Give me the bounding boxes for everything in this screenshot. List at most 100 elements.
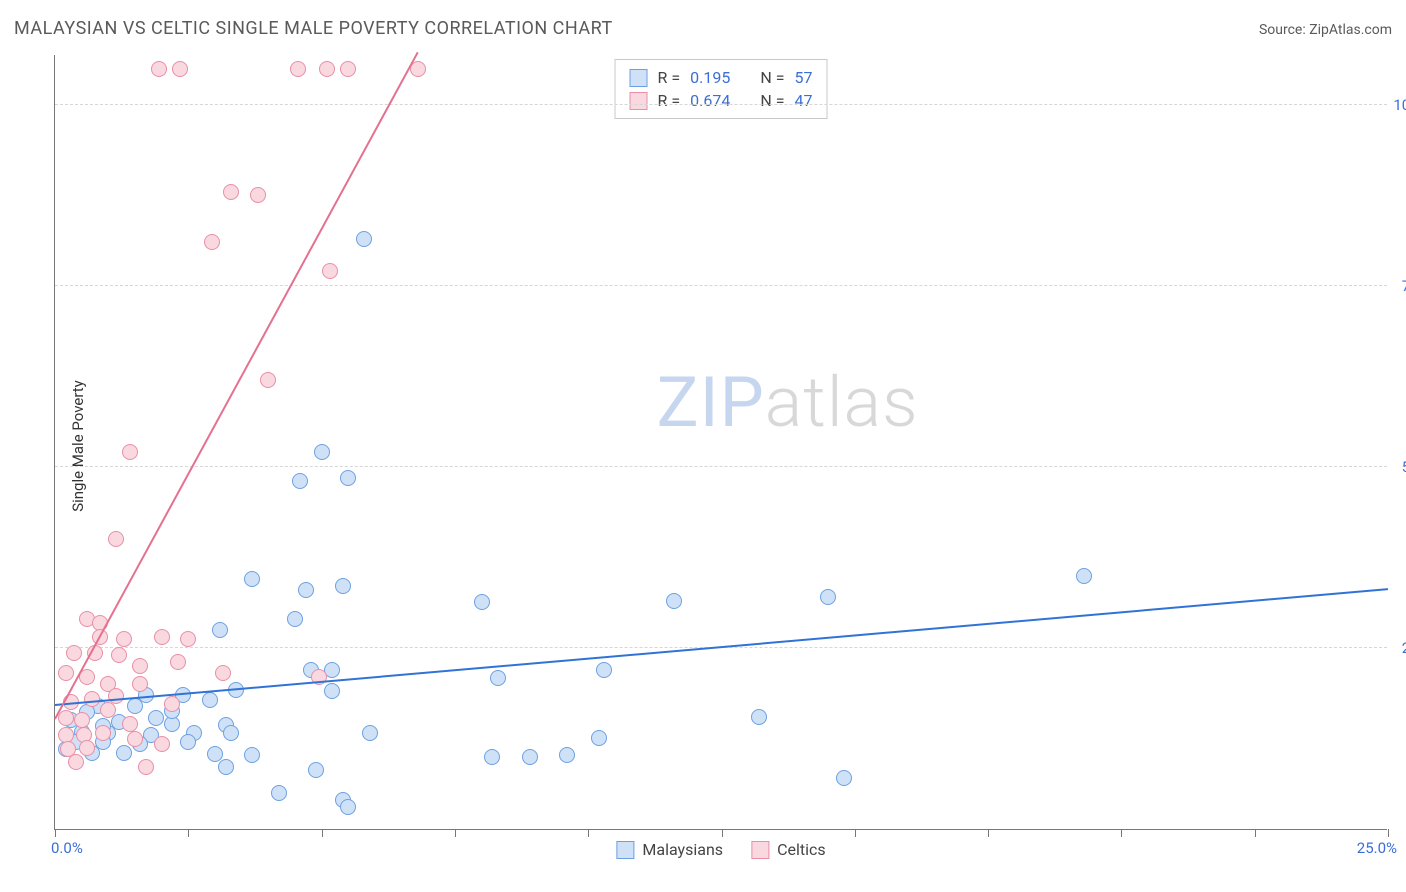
data-point <box>58 665 74 681</box>
stats-row: R = 0.674 N = 47 <box>630 89 813 112</box>
legend-label: Celtics <box>777 840 826 859</box>
x-tick <box>55 829 56 837</box>
data-point <box>290 61 306 77</box>
stats-row: R = 0.195 N = 57 <box>630 66 813 89</box>
data-point <box>164 696 180 712</box>
data-point <box>180 734 196 750</box>
stat-n-label: N = <box>760 68 784 87</box>
data-point <box>751 709 767 725</box>
data-point <box>490 670 506 686</box>
x-tick <box>588 829 589 837</box>
data-point <box>154 736 170 752</box>
data-point <box>820 589 836 605</box>
data-point <box>244 747 260 763</box>
y-tick-label: 75.0% <box>1392 277 1406 295</box>
data-point <box>522 749 538 765</box>
x-tick-label: 25.0% <box>1357 839 1397 857</box>
data-point <box>172 61 188 77</box>
data-point <box>215 665 231 681</box>
data-point <box>362 725 378 741</box>
data-point <box>340 61 356 77</box>
data-point <box>204 234 220 250</box>
x-tick <box>722 829 723 837</box>
correlation-stats-box: R = 0.195 N = 57 R = 0.674 N = 47 <box>615 59 828 119</box>
stat-r-value: 0.195 <box>690 68 730 87</box>
y-tick-label: 50.0% <box>1392 458 1406 476</box>
series-legend: Malaysians Celtics <box>616 840 825 859</box>
series-swatch <box>630 92 648 110</box>
data-point <box>212 622 228 638</box>
data-point <box>122 444 138 460</box>
data-point <box>596 662 612 678</box>
data-point <box>244 571 260 587</box>
data-point <box>484 749 500 765</box>
x-tick <box>188 829 189 837</box>
data-point <box>292 473 308 489</box>
data-point <box>223 184 239 200</box>
data-point <box>116 745 132 761</box>
data-point <box>79 740 95 756</box>
data-point <box>250 187 266 203</box>
stat-n-value: 47 <box>794 91 812 110</box>
gridline-h <box>55 285 1387 286</box>
data-point <box>322 263 338 279</box>
x-tick <box>455 829 456 837</box>
data-point <box>260 372 276 388</box>
y-tick-label: 100.0% <box>1392 96 1406 114</box>
data-point <box>68 754 84 770</box>
data-point <box>74 712 90 728</box>
data-point <box>340 799 356 815</box>
x-tick <box>1121 829 1122 837</box>
data-point <box>218 759 234 775</box>
data-point <box>202 692 218 708</box>
data-point <box>666 593 682 609</box>
chart-title: MALAYSIAN VS CELTIC SINGLE MALE POVERTY … <box>14 18 613 39</box>
gridline-h <box>55 466 1387 467</box>
legend-item: Malaysians <box>616 840 723 859</box>
data-point <box>308 762 324 778</box>
data-point <box>335 578 351 594</box>
data-point <box>356 231 372 247</box>
data-point <box>591 730 607 746</box>
data-point <box>116 631 132 647</box>
stat-r-label: R = <box>658 68 681 87</box>
legend-item: Celtics <box>751 840 826 859</box>
data-point <box>151 61 167 77</box>
data-point <box>100 702 116 718</box>
trend-line <box>54 53 418 720</box>
x-tick <box>988 829 989 837</box>
data-point <box>138 759 154 775</box>
data-point <box>836 770 852 786</box>
data-point <box>1076 568 1092 584</box>
data-point <box>271 785 287 801</box>
data-point <box>170 654 186 670</box>
data-point <box>58 710 74 726</box>
chart-source: Source: ZipAtlas.com <box>1259 22 1392 38</box>
series-swatch <box>616 841 634 859</box>
data-point <box>111 647 127 663</box>
data-point <box>180 631 196 647</box>
stat-n-value: 57 <box>794 68 812 87</box>
data-point <box>108 531 124 547</box>
legend-label: Malaysians <box>642 840 723 859</box>
stat-r-label: R = <box>658 91 681 110</box>
x-tick <box>1388 829 1389 837</box>
data-point <box>314 444 330 460</box>
x-tick-label: 0.0% <box>51 839 83 857</box>
chart-header: MALAYSIAN VS CELTIC SINGLE MALE POVERTY … <box>14 18 1392 39</box>
data-point <box>148 710 164 726</box>
gridline-h <box>55 104 1387 105</box>
series-swatch <box>751 841 769 859</box>
data-point <box>474 594 490 610</box>
x-tick <box>1255 829 1256 837</box>
watermark: ZIPatlas <box>657 362 919 444</box>
y-tick-label: 25.0% <box>1392 639 1406 657</box>
data-point <box>132 676 148 692</box>
data-point <box>223 725 239 741</box>
data-point <box>58 727 74 743</box>
x-tick <box>855 829 856 837</box>
stat-n-label: N = <box>760 91 784 110</box>
data-point <box>95 725 111 741</box>
stat-r-value: 0.674 <box>690 91 730 110</box>
data-point <box>559 747 575 763</box>
